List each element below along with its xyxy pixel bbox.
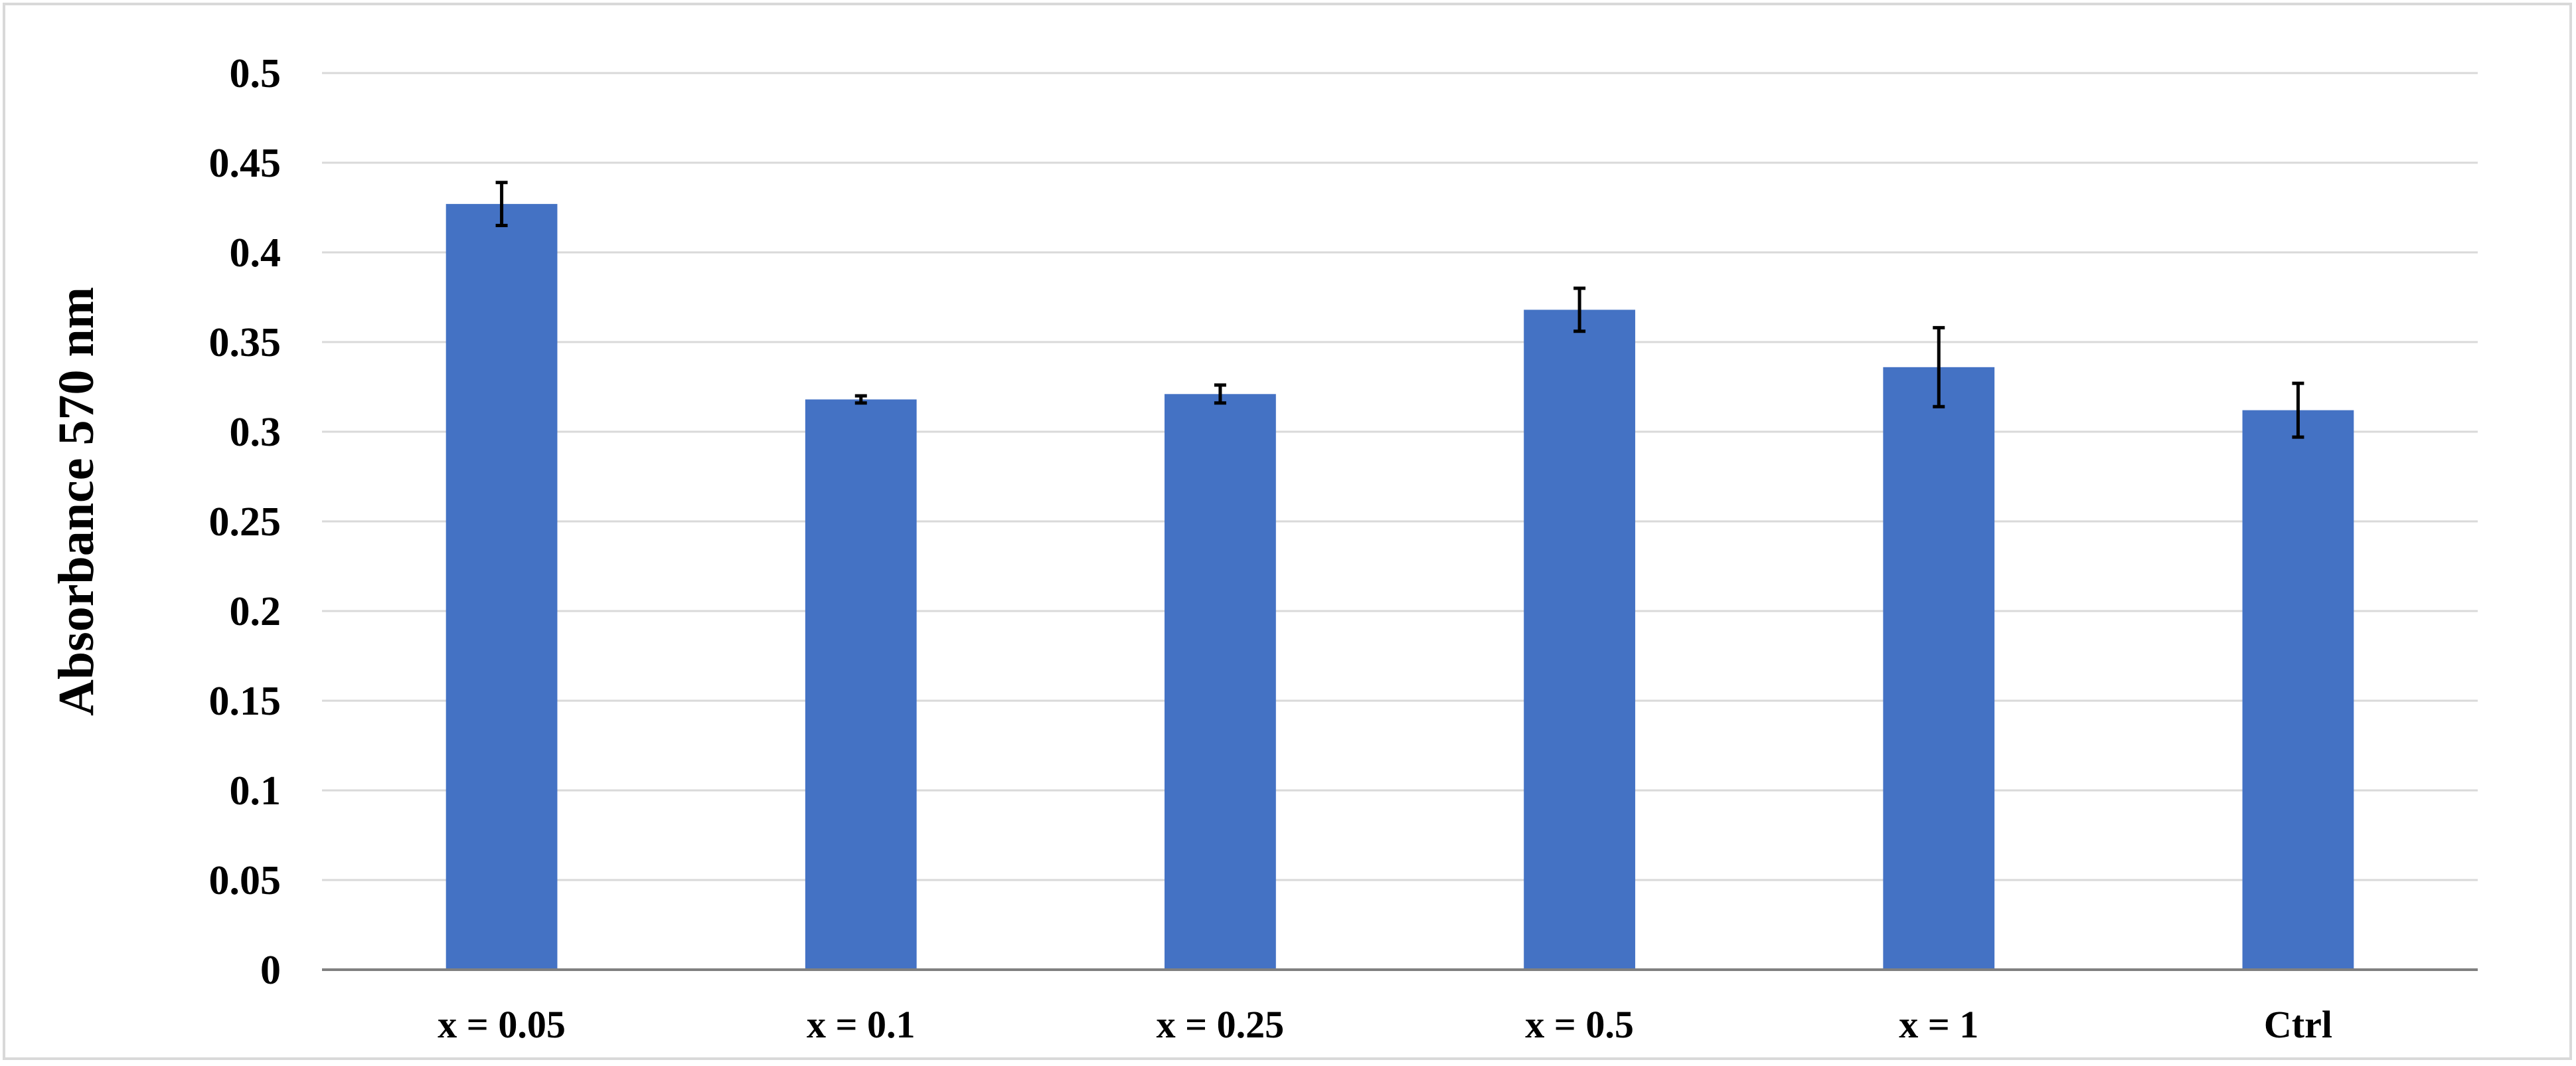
- x-tick-label: x = 0.25: [1157, 1003, 1285, 1046]
- error-bar: [1214, 383, 1226, 405]
- y-tick-label: 0: [260, 948, 281, 993]
- bar: [1165, 394, 1276, 970]
- gridlines: [322, 72, 2478, 881]
- bar: [1883, 367, 1995, 970]
- error-bars: [495, 181, 2304, 439]
- x-tick-label: Ctrl: [2264, 1003, 2332, 1046]
- x-tick-labels: x = 0.05 x = 0.1 x = 0.25 x = 0.5 x = 1 Ctrl: [438, 1003, 2332, 1046]
- y-tick-label: 0.05: [209, 858, 282, 903]
- y-tick-label: 0.2: [230, 589, 282, 634]
- error-bar: [2292, 381, 2304, 439]
- bar: [2242, 410, 2354, 970]
- bar: [805, 399, 917, 970]
- y-axis-title: Absorbance 570 nm: [48, 287, 104, 716]
- bar: [445, 204, 558, 970]
- y-tick-label: 0.1: [230, 768, 282, 814]
- y-tick-label: 0.45: [209, 141, 282, 186]
- error-bar: [854, 394, 867, 405]
- error-bar: [495, 181, 508, 227]
- x-tick-label: x = 0.1: [807, 1003, 916, 1046]
- y-tick-label: 0.15: [209, 679, 282, 724]
- chart-border: [3, 3, 2572, 1060]
- y-tick-label: 0.3: [230, 410, 282, 455]
- error-bar: [1573, 286, 1586, 333]
- bar: [1524, 310, 1635, 970]
- y-tick-label: 0.4: [230, 230, 282, 276]
- x-tick-label: x = 0.05: [438, 1003, 566, 1046]
- y-tick-label: 0.5: [230, 51, 282, 96]
- x-tick-label: x = 0.5: [1525, 1003, 1634, 1046]
- y-tick-label: 0.35: [209, 320, 282, 365]
- x-tick-label: x = 1: [1899, 1003, 1978, 1046]
- y-tick-labels: 0 0.05 0.1 0.15 0.2 0.25 0.3 0.35 0.4 0.45 0.5: [209, 51, 282, 993]
- y-tick-label: 0.25: [209, 499, 282, 545]
- bars: [445, 204, 2354, 970]
- error-bar: [1933, 325, 1945, 408]
